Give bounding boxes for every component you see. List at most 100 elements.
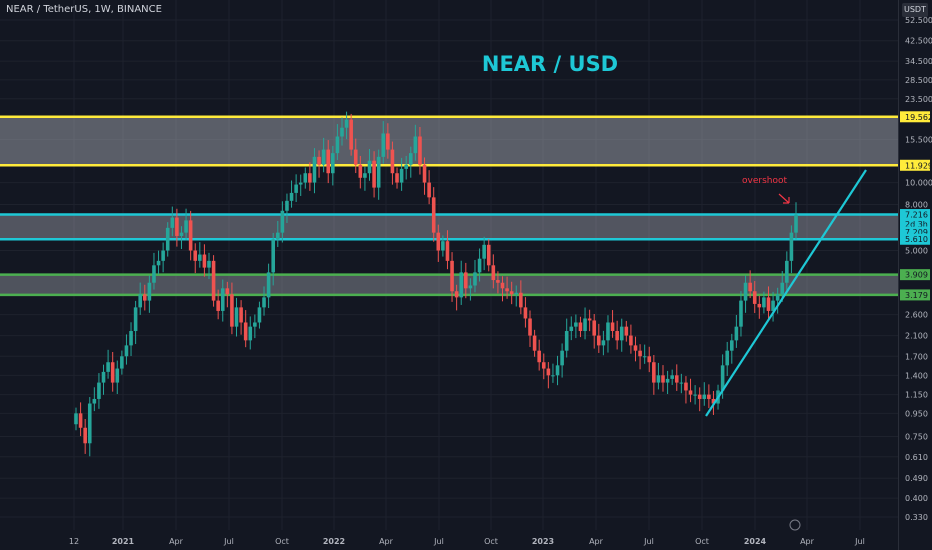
candle-body — [519, 292, 523, 308]
candle-body — [115, 368, 120, 383]
candle-body — [633, 345, 638, 351]
candle-body — [344, 119, 349, 128]
candle-body — [289, 192, 294, 201]
candle-body — [120, 356, 124, 369]
candle-body — [321, 149, 326, 165]
candle-body — [711, 398, 716, 404]
candle-body — [129, 331, 133, 346]
candle-body — [739, 300, 743, 327]
candle-body — [170, 217, 175, 228]
time-label: 2021 — [112, 537, 135, 546]
candle-body — [230, 294, 234, 327]
candle-body — [606, 322, 610, 341]
price-label: 1.400 — [905, 371, 928, 380]
candle-body — [376, 156, 381, 188]
time-label: Apr — [379, 537, 394, 546]
candle-body — [312, 156, 317, 183]
candle-body — [528, 318, 532, 336]
candle-body — [285, 200, 289, 211]
candle-body — [752, 291, 757, 304]
candle-body — [142, 294, 147, 301]
candle-body — [188, 220, 193, 251]
price-label: 5.610 — [905, 235, 928, 244]
candle-body — [198, 254, 202, 261]
price-label: 0.490 — [905, 474, 928, 483]
candle-body — [693, 394, 697, 396]
price-label: 11.929 — [905, 161, 932, 170]
price-axis[interactable]: 52.500 42.500 34.500 28.500 23.500 19.562 15.5… — [900, 16, 932, 522]
axis-divider — [898, 0, 899, 550]
candle-body — [601, 340, 606, 346]
event-icon — [789, 519, 801, 531]
overshoot-arrow — [778, 193, 790, 204]
time-label: Oct — [484, 537, 498, 546]
candle-body — [454, 291, 459, 298]
candle-body — [491, 265, 496, 281]
price-label: 19.562 — [905, 113, 932, 122]
price-label: 7.209 — [905, 228, 928, 237]
candle-body — [436, 232, 441, 251]
candle-body — [560, 350, 564, 366]
price-label: 42.500 — [905, 37, 932, 46]
candle-body — [152, 265, 156, 283]
price-label: 1.700 — [905, 352, 928, 361]
price-badge — [900, 233, 930, 245]
candle-body — [211, 260, 216, 301]
currency-badge[interactable]: USDT — [902, 3, 928, 17]
candle-body — [707, 394, 711, 399]
candle-body — [262, 297, 266, 308]
candle-body — [688, 390, 693, 395]
candle-body — [303, 173, 308, 183]
price-label: 7.216 — [905, 211, 928, 220]
candle-body — [298, 182, 303, 185]
candle-body — [427, 182, 431, 198]
candle-body — [725, 350, 730, 366]
candle-body — [358, 164, 363, 178]
candle-body — [514, 292, 519, 295]
candle-body — [184, 220, 188, 233]
candle-body — [615, 331, 619, 341]
price-label: 3.179 — [905, 291, 928, 300]
candle-body — [496, 280, 500, 283]
time-axis[interactable]: 12 2021 Apr Jul Oct 2022 Apr Jul Oct 2023 Apr Jul Oc… — [69, 519, 865, 546]
time-label: Oct — [695, 537, 709, 546]
candle-body — [541, 362, 546, 369]
candle-body — [445, 241, 450, 261]
symbol-legend[interactable]: NEAR / TetherUS, 1W, BINANCE — [6, 4, 162, 15]
candle-body — [422, 164, 427, 183]
time-label: Apr — [169, 537, 184, 546]
candle-body — [92, 398, 97, 404]
candle-body — [87, 403, 92, 444]
price-badge — [900, 209, 930, 221]
price-label: 0.750 — [905, 433, 928, 442]
candle-body — [202, 254, 207, 268]
candle-body — [766, 297, 771, 311]
candle-body — [532, 335, 537, 351]
price-label: 0.330 — [905, 513, 928, 522]
candle-body — [248, 326, 253, 341]
candle-body — [331, 153, 335, 174]
time-label: Jul — [854, 537, 865, 546]
candle-body — [652, 362, 656, 383]
time-label: 2024 — [744, 537, 767, 546]
candle-body — [133, 307, 138, 332]
candle-body — [308, 173, 312, 183]
price-badge — [900, 111, 930, 123]
candle-body — [665, 378, 670, 383]
candle-body — [789, 232, 794, 261]
price-label: 52.500 — [905, 16, 932, 25]
candle-body — [619, 326, 624, 341]
price-label: 10.000 — [905, 179, 932, 188]
candle-body — [610, 322, 615, 332]
candle-body — [326, 149, 331, 174]
time-label: Apr — [800, 537, 815, 546]
chart-title: NEAR / USD — [481, 52, 619, 76]
candle-body — [450, 260, 454, 292]
candle-body — [266, 272, 271, 298]
candle-body — [684, 382, 688, 391]
candle-body — [353, 149, 358, 165]
candle-body — [468, 285, 473, 289]
time-label: Apr — [589, 537, 604, 546]
candle-body — [372, 160, 376, 188]
